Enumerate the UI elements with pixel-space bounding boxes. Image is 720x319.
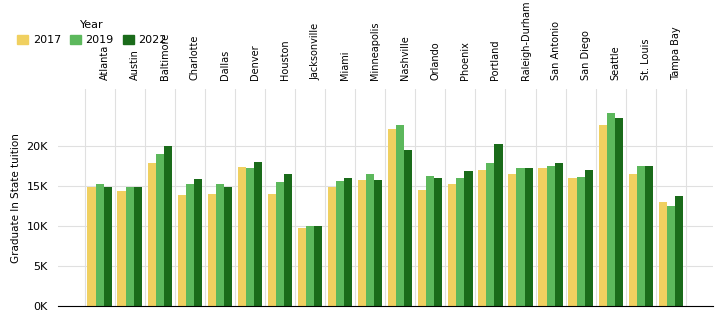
Bar (358, 180, 366, 306)
Bar (336, 181, 344, 306)
Bar (314, 226, 323, 306)
Bar (525, 168, 533, 306)
Bar (629, 174, 636, 306)
Bar (487, 163, 495, 306)
Bar (366, 174, 374, 306)
Bar (134, 187, 142, 306)
Bar (478, 170, 487, 306)
Bar (615, 118, 623, 306)
Bar (178, 195, 186, 306)
Bar (306, 226, 314, 306)
Bar (216, 184, 224, 306)
Bar (508, 174, 516, 306)
Y-axis label: Graduate In State tuition: Graduate In State tuition (11, 133, 21, 263)
Bar (344, 179, 352, 306)
Bar (194, 179, 202, 306)
Bar (148, 163, 156, 306)
Bar (276, 182, 284, 306)
Bar (659, 202, 667, 306)
Bar (268, 194, 276, 306)
Bar (246, 168, 254, 306)
Bar (238, 167, 246, 306)
Bar (539, 168, 546, 306)
Bar (207, 194, 216, 306)
Bar (224, 187, 232, 306)
Bar (546, 167, 554, 306)
Bar (328, 187, 336, 306)
Bar (104, 187, 112, 306)
Bar (607, 114, 615, 306)
Bar (298, 227, 306, 306)
Bar (456, 178, 464, 306)
Bar (186, 184, 194, 306)
Bar (87, 187, 96, 306)
Bar (156, 153, 163, 306)
Bar (96, 184, 104, 306)
Bar (569, 178, 577, 306)
Bar (254, 162, 262, 306)
Bar (374, 180, 382, 306)
Bar (516, 168, 525, 306)
Bar (284, 174, 292, 306)
Bar (117, 190, 125, 306)
Bar (598, 125, 607, 306)
Bar (418, 190, 426, 306)
Bar (163, 146, 172, 306)
Bar (388, 130, 396, 306)
Bar (675, 196, 683, 306)
Bar (405, 150, 413, 306)
Bar (636, 167, 645, 306)
Bar (667, 206, 675, 306)
Bar (396, 125, 405, 306)
Bar (577, 177, 585, 306)
Bar (448, 184, 456, 306)
Legend: 2017, 2019, 2022: 2017, 2019, 2022 (13, 15, 171, 50)
Bar (495, 144, 503, 306)
Bar (125, 187, 134, 306)
Bar (434, 178, 443, 306)
Bar (554, 163, 563, 306)
Bar (464, 171, 472, 306)
Bar (645, 167, 653, 306)
Bar (585, 170, 593, 306)
Bar (426, 176, 434, 306)
